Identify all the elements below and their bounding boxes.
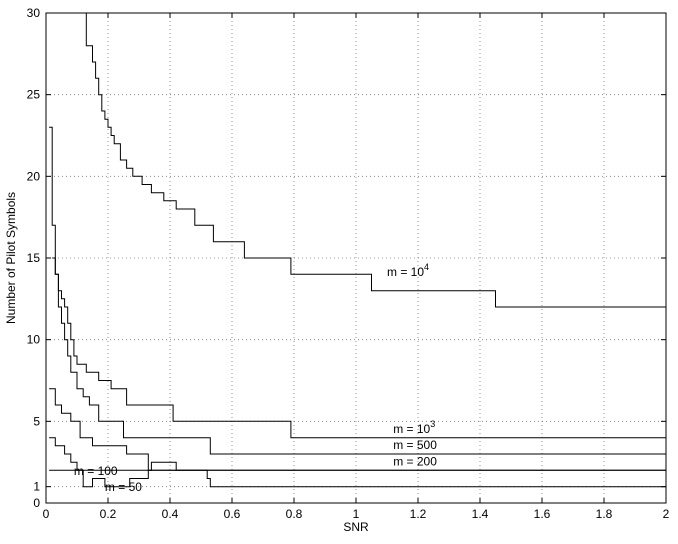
x-tick-label: 0.6 — [224, 507, 241, 521]
x-tick-label: 1.8 — [596, 507, 613, 521]
series-line-5 — [49, 437, 666, 488]
series-label-0: m = 104 — [387, 262, 429, 279]
x-tick-label: 0.2 — [100, 507, 117, 521]
x-tick-label: 1 — [353, 507, 360, 521]
x-tick-label: 1.2 — [410, 507, 427, 521]
series-line-2 — [49, 126, 666, 455]
y-tick-label: 1 — [33, 480, 40, 494]
y-tick-label: 0 — [33, 496, 40, 510]
series-label-1: m = 103 — [393, 419, 435, 436]
y-axis-label: Number of Pilot Symbols — [4, 192, 18, 324]
y-tick-label: 20 — [27, 169, 41, 183]
y-tick-label: 25 — [27, 88, 41, 102]
series-lines — [49, 12, 666, 488]
plot-frame — [45, 12, 667, 504]
x-tick-label: 1.6 — [534, 507, 551, 521]
x-tick-label: 0.8 — [286, 507, 303, 521]
x-tick-label: 0 — [43, 507, 50, 521]
series-label-5: m = 50 — [105, 480, 142, 494]
y-tick-label: 30 — [27, 6, 41, 20]
x-tick-label: 2 — [663, 507, 670, 521]
series-label-3: m = 200 — [393, 454, 437, 468]
y-tick-label: 10 — [27, 333, 41, 347]
x-tick-label: 1.4 — [472, 507, 489, 521]
series-labels: m = 104 m = 103 m = 500 m = 200 m = 100 m = 5… — [74, 262, 437, 494]
x-axis-ticks: 0 0.2 0.4 0.6 0.8 1 1.2 1.4 1.6 1.8 2 — [43, 13, 670, 521]
y-tick-label: 5 — [33, 414, 40, 428]
series-label-2: m = 500 — [393, 438, 437, 452]
x-tick-label: 0.4 — [162, 507, 179, 521]
series-label-4: m = 100 — [74, 464, 118, 478]
series-line-1 — [52, 257, 666, 439]
y-tick-label: 15 — [27, 251, 41, 265]
series-line-0 — [80, 12, 666, 308]
series-line-3 — [49, 388, 666, 471]
x-axis-label: SNR — [343, 520, 369, 534]
